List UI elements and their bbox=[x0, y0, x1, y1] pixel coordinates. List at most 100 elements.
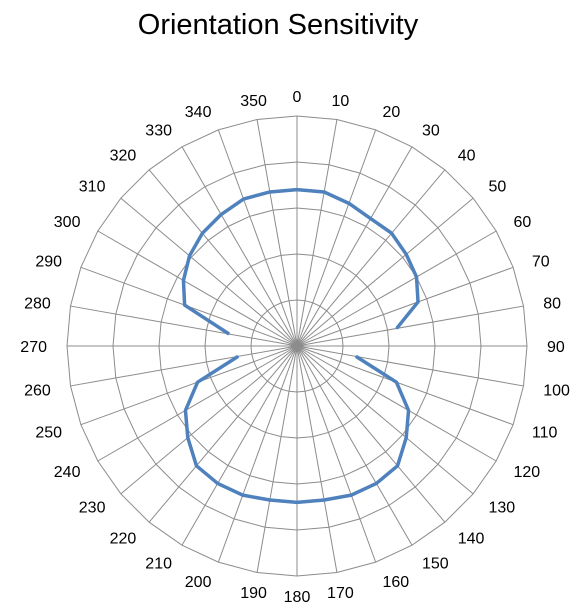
series-0-point-150 bbox=[375, 482, 378, 485]
series-0-point-240 bbox=[184, 409, 187, 412]
grid-spoke-320 bbox=[148, 169, 298, 347]
grid-spoke-80 bbox=[296, 305, 524, 347]
series-0-point-110 bbox=[395, 381, 398, 383]
angle-label-0: 0 bbox=[293, 89, 302, 106]
grid-spoke-330 bbox=[181, 146, 298, 347]
series-0-point-160 bbox=[350, 494, 353, 496]
series-0-point-180 bbox=[296, 501, 298, 504]
angle-label-150: 150 bbox=[422, 556, 449, 573]
angle-label-270: 270 bbox=[20, 339, 47, 356]
series-0-point-220 bbox=[195, 465, 198, 467]
angle-label-20: 20 bbox=[383, 104, 401, 121]
angle-label-50: 50 bbox=[489, 178, 507, 195]
angle-label-350: 350 bbox=[240, 93, 267, 110]
angle-label-100: 100 bbox=[543, 382, 570, 399]
grid-spoke-150 bbox=[296, 345, 413, 546]
grid-spoke-220 bbox=[148, 345, 298, 523]
series-0-point-80 bbox=[395, 327, 398, 330]
grid-spoke-280 bbox=[70, 305, 298, 347]
series-0-point-120 bbox=[407, 409, 410, 412]
angle-label-330: 330 bbox=[145, 122, 172, 139]
radar-grid bbox=[66, 115, 528, 577]
series-0-point-330 bbox=[220, 213, 222, 216]
angle-label-300: 300 bbox=[54, 214, 81, 231]
grid-spoke-110 bbox=[296, 345, 514, 426]
grid-spoke-30 bbox=[296, 146, 413, 347]
angle-label-40: 40 bbox=[458, 147, 476, 164]
series-0-point-350 bbox=[269, 191, 271, 193]
angle-label-110: 110 bbox=[532, 425, 558, 442]
grid-spoke-350 bbox=[256, 119, 298, 347]
angle-label-180: 180 bbox=[284, 589, 311, 606]
grid-spoke-170 bbox=[296, 345, 338, 573]
series-0-point-20 bbox=[348, 202, 350, 205]
series-0-point-310 bbox=[188, 255, 191, 257]
grid-spoke-230 bbox=[120, 345, 298, 495]
angle-label-80: 80 bbox=[543, 296, 561, 313]
grid-spoke-190 bbox=[256, 345, 298, 573]
angle-label-240: 240 bbox=[54, 464, 81, 481]
angle-label-290: 290 bbox=[35, 253, 62, 270]
series-0-point-190 bbox=[269, 499, 271, 501]
series-0-point-10 bbox=[323, 191, 325, 193]
grid-spoke-20 bbox=[296, 129, 377, 347]
angle-label-30: 30 bbox=[422, 122, 440, 139]
angle-label-90: 90 bbox=[547, 339, 565, 356]
angle-label-260: 260 bbox=[24, 382, 51, 399]
angle-label-140: 140 bbox=[458, 531, 485, 548]
angle-label-120: 120 bbox=[514, 464, 541, 481]
series-0-point-230 bbox=[186, 436, 189, 439]
series-0-point-280 bbox=[228, 333, 230, 335]
series-0-point-210 bbox=[216, 482, 219, 485]
angle-label-340: 340 bbox=[185, 104, 212, 121]
series-0-point-300 bbox=[182, 279, 185, 282]
angle-label-250: 250 bbox=[35, 425, 62, 442]
series-0-point-260 bbox=[237, 355, 239, 358]
grid-spoke-100 bbox=[296, 345, 524, 387]
grid-spoke-140 bbox=[296, 345, 446, 523]
series-0-point-140 bbox=[396, 465, 399, 467]
grid-spoke-210 bbox=[181, 345, 298, 546]
series-0-point-70 bbox=[417, 301, 419, 303]
series-0-point-250 bbox=[196, 381, 199, 383]
angle-label-130: 130 bbox=[489, 500, 516, 517]
grid-spoke-200 bbox=[217, 345, 298, 563]
grid-spoke-50 bbox=[296, 197, 474, 347]
angle-label-70: 70 bbox=[532, 253, 550, 270]
angle-label-10: 10 bbox=[332, 93, 350, 110]
grid-spoke-310 bbox=[120, 197, 298, 347]
angle-label-210: 210 bbox=[145, 556, 172, 573]
grid-spoke-130 bbox=[296, 345, 474, 495]
angle-label-60: 60 bbox=[514, 214, 532, 231]
angle-label-220: 220 bbox=[110, 531, 137, 548]
grid-spoke-70 bbox=[296, 266, 514, 347]
grid-spoke-10 bbox=[296, 119, 338, 347]
series-0-point-340 bbox=[242, 198, 245, 200]
series-0-point-200 bbox=[241, 494, 244, 496]
series-0-point-0 bbox=[296, 188, 298, 191]
grid-spoke-120 bbox=[296, 345, 497, 462]
grid-spoke-340 bbox=[217, 129, 298, 347]
angle-label-320: 320 bbox=[110, 147, 137, 164]
angle-label-170: 170 bbox=[327, 585, 354, 602]
series-0-point-320 bbox=[201, 232, 204, 235]
angle-label-200: 200 bbox=[185, 574, 212, 591]
series-0-point-40 bbox=[390, 232, 393, 235]
grid-spoke-250 bbox=[80, 345, 298, 426]
series-0-point-60 bbox=[415, 276, 418, 278]
grid-spoke-300 bbox=[97, 230, 298, 347]
grid-spoke-160 bbox=[296, 345, 377, 563]
angle-label-230: 230 bbox=[79, 500, 106, 517]
grid-spoke-40 bbox=[296, 169, 446, 347]
angle-label-280: 280 bbox=[24, 296, 51, 313]
chart-title: Orientation Sensitivity bbox=[138, 9, 419, 41]
series-0-point-100 bbox=[355, 355, 357, 358]
series-layer bbox=[181, 187, 420, 505]
grid-spoke-260 bbox=[70, 345, 298, 387]
angle-label-160: 160 bbox=[383, 574, 410, 591]
series-0-point-290 bbox=[183, 304, 186, 306]
series-0-point-50 bbox=[405, 253, 408, 256]
angle-label-310: 310 bbox=[79, 178, 106, 195]
angle-label-190: 190 bbox=[240, 585, 267, 602]
